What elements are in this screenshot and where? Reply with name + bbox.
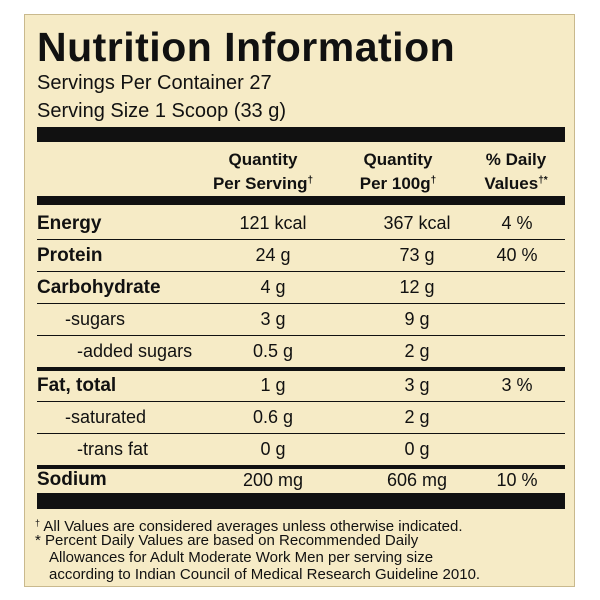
dagger-mark: †	[35, 518, 41, 528]
header-per-serving: Quantity Per Serving†	[193, 149, 333, 194]
top-rule	[37, 127, 565, 142]
bottom-rule	[37, 493, 565, 509]
per-100g-value: 9 g	[404, 309, 430, 329]
table-row: -added sugars 0.5 g 2 g	[37, 336, 565, 367]
row-divider	[37, 303, 565, 304]
footnote-averages: † All Values are considered averages unl…	[35, 515, 462, 535]
per-100g-value: 73 g	[399, 245, 435, 265]
label-title: Nutrition Information	[37, 24, 456, 70]
per-serving-value: 0.5 g	[252, 341, 294, 361]
per-100g-value: 12 g	[399, 277, 435, 297]
nutrient-name: -added sugars	[77, 341, 193, 361]
row-divider-thick	[37, 465, 565, 469]
footnote-daily-values: * Percent Daily Values are based on Reco…	[35, 532, 419, 549]
daily-value: 40 %	[496, 245, 538, 265]
per-serving-value: 1 g	[260, 375, 286, 395]
per-serving-value: 24 g	[255, 245, 291, 265]
row-divider-thick	[37, 367, 565, 371]
nutrient-name: Sodium	[37, 469, 107, 490]
dagger-mark: †	[307, 175, 314, 186]
header-rule	[37, 196, 565, 205]
per-serving-value: 121 kcal	[239, 213, 307, 233]
row-divider	[37, 433, 565, 434]
dagger-star-mark: †*	[538, 175, 548, 186]
per-100g-value: 367 kcal	[383, 213, 451, 233]
daily-value: 4 %	[501, 213, 533, 233]
row-divider	[37, 401, 565, 402]
per-100g-value: 0 g	[404, 439, 430, 459]
header-daily-line2: Values	[484, 174, 539, 193]
per-serving-value: 200 mg	[242, 470, 304, 490]
table-row: Sodium 200 mg 606 mg 10 %	[37, 467, 565, 493]
row-divider	[37, 335, 565, 336]
nutrient-name: -trans fat	[77, 439, 149, 459]
per-serving-value: 0 g	[260, 439, 286, 459]
daily-value: 3 %	[501, 375, 533, 395]
per-serving-value: 0.6 g	[252, 407, 294, 427]
nutrition-label: Nutrition Information Servings Per Conta…	[24, 14, 575, 587]
per-100g-value: 2 g	[404, 341, 430, 361]
footnote-line3: Allowances for Adult Moderate Work Men p…	[49, 549, 434, 566]
footnote-line1: All Values are considered averages unles…	[40, 518, 463, 535]
header-daily-values: % Daily Values†*	[462, 149, 570, 194]
footnote-line4: according to Indian Council of Medical R…	[49, 566, 481, 583]
table-row: Carbohydrate 4 g 12 g	[37, 272, 565, 303]
nutrient-name: Carbohydrate	[37, 277, 161, 298]
table-row: -trans fat 0 g 0 g	[37, 434, 565, 465]
header-per-serving-line2: Per Serving	[212, 174, 308, 193]
table-row: Fat, total 1 g 3 g 3 %	[37, 370, 565, 401]
header-per-100g: Quantity Per 100g†	[343, 149, 453, 194]
table-row: -sugars 3 g 9 g	[37, 304, 565, 335]
nutrient-name: Energy	[37, 213, 102, 234]
per-100g-value: 3 g	[404, 375, 430, 395]
servings-per-container: Servings Per Container 27	[37, 72, 272, 94]
per-100g-value: 2 g	[404, 407, 430, 427]
nutrient-name: -saturated	[65, 407, 147, 427]
table-row: -saturated 0.6 g 2 g	[37, 402, 565, 433]
per-serving-value: 3 g	[260, 309, 286, 329]
nutrient-name: Fat, total	[37, 375, 117, 396]
header-per-100g-line2: Per 100g	[359, 174, 431, 193]
row-divider	[37, 271, 565, 272]
table-row: Energy 121 kcal 367 kcal 4 %	[37, 208, 565, 239]
header-per-serving-line1: Quantity	[228, 150, 298, 169]
row-divider	[37, 239, 565, 240]
table-row: Protein 24 g 73 g 40 %	[37, 240, 565, 271]
per-serving-value: 4 g	[260, 277, 286, 297]
nutrient-name: -sugars	[65, 309, 126, 329]
serving-size: Serving Size 1 Scoop (33 g)	[37, 100, 287, 122]
header-per-100g-line1: Quantity	[363, 150, 433, 169]
per-100g-value: 606 mg	[386, 470, 448, 490]
nutrient-name: Protein	[37, 245, 103, 266]
daily-value: 10 %	[496, 470, 538, 490]
dagger-mark: †	[430, 175, 437, 186]
header-daily-line1: % Daily	[485, 150, 547, 169]
